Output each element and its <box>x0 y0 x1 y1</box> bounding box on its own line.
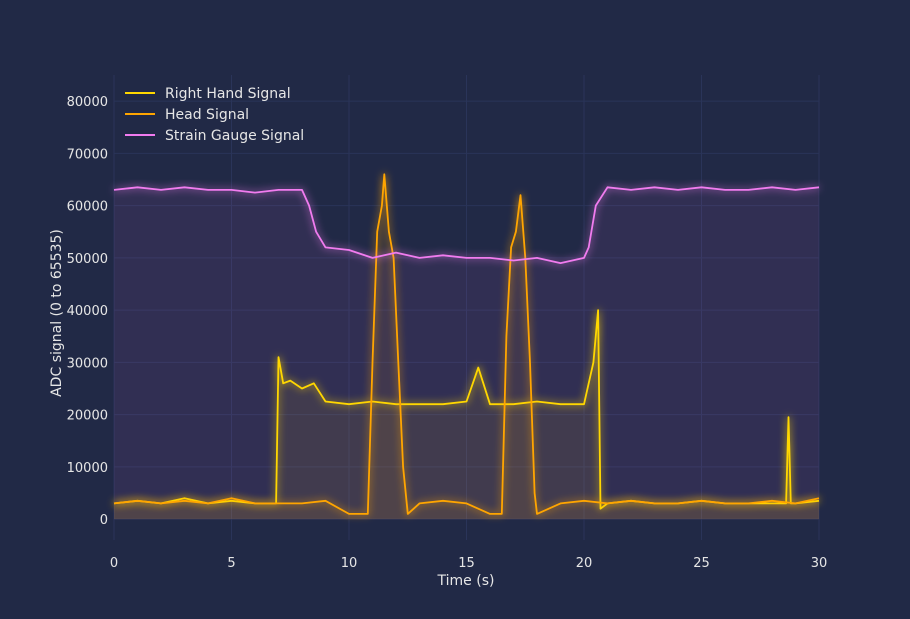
y-tick-label-1: 10000 <box>67 461 108 476</box>
y-tick-label-8: 80000 <box>67 95 108 110</box>
x-tick-label-5: 25 <box>693 556 710 571</box>
x-tick-label-0: 0 <box>110 556 118 571</box>
y-tick-label-6: 60000 <box>67 200 108 215</box>
y-tick-label-5: 50000 <box>67 252 108 267</box>
series-area-0 <box>114 310 819 520</box>
x-axis-label: Time (s) <box>437 573 495 589</box>
legend-label-2: Strain Gauge Signal <box>165 128 304 144</box>
area-fills <box>114 174 819 520</box>
y-tick-label-3: 30000 <box>67 356 108 371</box>
series-area-2 <box>114 187 819 520</box>
y-tick-label-2: 20000 <box>67 409 108 424</box>
legend-label-0: Right Hand Signal <box>165 86 291 102</box>
x-tick-label-3: 15 <box>458 556 475 571</box>
series-lines <box>113 173 820 515</box>
series-line-2 <box>113 186 820 264</box>
y-tick-label-4: 40000 <box>67 304 108 319</box>
y-axis-label: ADC signal (0 to 65535) <box>49 229 65 397</box>
x-tick-label-6: 30 <box>811 556 828 571</box>
y-tick-label-7: 70000 <box>67 147 108 162</box>
y-tick-label-0: 0 <box>100 513 108 528</box>
y-axis-ticks: 0 10000 20000 30000 40000 50000 60000 70000 8000… <box>67 95 108 528</box>
x-axis-ticks: 0 5 10 15 20 25 30 <box>110 556 827 571</box>
x-tick-label-4: 20 <box>576 556 593 571</box>
legend: Right Hand Signal Head Signal Strain Gauge… <box>125 86 304 144</box>
series-line-1 <box>113 173 820 515</box>
legend-label-1: Head Signal <box>165 107 249 123</box>
x-tick-label-1: 5 <box>227 556 235 571</box>
x-tick-label-2: 10 <box>341 556 358 571</box>
